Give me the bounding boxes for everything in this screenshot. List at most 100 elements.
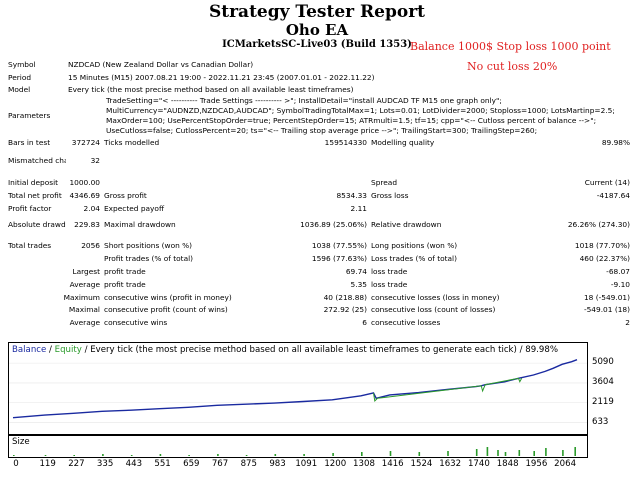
short-label: Short positions (won %) [104, 241, 193, 251]
x-tick-label-983: 983 [269, 459, 286, 469]
symbol-row: Symbol NZDCAD (New Zealand Dollar vs Can… [6, 58, 632, 71]
avg-consec-losses-label: consecutive losses [371, 318, 441, 328]
ticks-value: 159514330 [324, 138, 367, 148]
server-build: ICMarketsSC-Live03 (Build 1353) [222, 39, 412, 50]
ticks-label: Ticks modelled [104, 138, 160, 148]
average-consec-label: Average [69, 318, 100, 328]
losstrades-value: 460 (22.37%) [579, 254, 630, 264]
max-consec-losses-label: consecutive losses (loss in money) [371, 292, 500, 302]
netprofit-row: Total net profit 4346.69 Gross profit 85… [6, 189, 632, 202]
size-bar [475, 449, 478, 456]
average-profit-value: 5.35 [350, 279, 367, 289]
grossprofit-value: 8534.33 [336, 190, 367, 200]
size-bar [447, 451, 449, 456]
size-bar [73, 455, 75, 456]
size-bar [545, 448, 547, 456]
trades-value: 2056 [81, 241, 100, 251]
maxdrawdown-value: 1036.89 (25.06%) [300, 220, 367, 230]
largest-row: Largest profit trade 69.74 loss trade -6… [6, 265, 632, 278]
maximum-row: Maximum consecutive wins (profit in mone… [6, 291, 632, 304]
cutloss-note: No cut loss 20% [467, 60, 558, 73]
period-label: Period [8, 72, 32, 82]
legend-description: / Every tick (the most precise method ba… [84, 345, 559, 355]
x-tick-label-1524: 1524 [410, 459, 433, 469]
profitfactor-value: 2.04 [83, 203, 100, 213]
chart-plot [9, 359, 587, 423]
x-tick-label-767: 767 [211, 459, 229, 469]
size-bar [332, 453, 334, 456]
x-tick-label-1632: 1632 [439, 459, 462, 469]
deposit-row: Initial deposit 1000.00 Spread Current (… [6, 176, 632, 189]
x-tick-label-2064: 2064 [554, 459, 577, 469]
symbol-value: NZDCAD (New Zealand Dollar vs Canadian D… [68, 59, 254, 69]
size-bar [217, 454, 219, 456]
x-tick-label-1200: 1200 [324, 459, 347, 469]
profitfactor-row: Profit factor 2.04 Expected payoff 2.11 [6, 202, 632, 215]
x-tick-label-1848: 1848 [496, 459, 519, 469]
x-tick-label-335: 335 [96, 459, 114, 469]
average-loss-label: loss trade [371, 279, 408, 289]
average-label: Average [69, 279, 100, 289]
bars-value: 372724 [71, 138, 100, 148]
max-consec-wins-label: consecutive wins (profit in money) [104, 292, 232, 302]
absdrawdown-label: Absolute drawdown [8, 220, 66, 230]
avg-consec-losses-value: 2 [625, 318, 630, 328]
spread-value: Current (14) [584, 178, 630, 188]
expectedpayoff-value: 2.11 [350, 203, 367, 213]
x-tick-label-1308: 1308 [353, 459, 375, 469]
largest-loss-value: -68.07 [606, 267, 630, 277]
profittrades-value: 1596 (77.63%) [311, 254, 367, 264]
parameters-label: Parameters [8, 111, 51, 121]
maximum-label: Maximum [63, 292, 100, 302]
x-tick-label-119: 119 [39, 459, 56, 469]
model-label: Model [8, 85, 31, 95]
maximal-consec-loss-value: -549.01 (18) [583, 305, 630, 315]
size-bar [486, 447, 489, 456]
avg-consec-wins-label: consecutive wins [104, 318, 168, 328]
maximal-consec-profit-value: 272.92 (25) [323, 305, 367, 315]
largest-label: Largest [72, 267, 100, 277]
parameters-row: Parameters TradeSetting="< ---------- Tr… [6, 96, 632, 136]
grossprofit-label: Gross profit [104, 190, 147, 200]
largest-profit-label: profit trade [104, 267, 146, 277]
size-bar [303, 454, 305, 456]
size-label: Size [12, 437, 30, 447]
largest-loss-label: loss trade [371, 267, 408, 277]
netprofit-label: Total net profit [8, 190, 62, 200]
average-profit-label: profit trade [104, 279, 146, 289]
profittrades-row: Profit trades (% of total) 1596 (77.63%)… [6, 252, 632, 265]
losstrades-label: Loss trades (% of total) [371, 254, 457, 264]
average-consec-row: Average consecutive wins 6 consecutive l… [6, 316, 632, 329]
size-bar [504, 452, 507, 456]
bars-row: Bars in test 372724 Ticks modelled 15951… [6, 136, 632, 149]
legend-separator: / [49, 345, 52, 355]
balance-note: Balance 1000$ Stop loss 1000 point [410, 40, 611, 53]
parameters-value: TradeSetting="< ---------- Trade Setting… [106, 96, 615, 136]
x-tick-label-1956: 1956 [525, 459, 548, 469]
average-loss-value: -9.10 [610, 279, 630, 289]
maximal-consec-loss-label: consecutive loss (count of losses) [371, 305, 496, 315]
expectedpayoff-label: Expected payoff [104, 203, 165, 213]
chart-legend: Balance / Equity / Every tick (the most … [12, 345, 558, 355]
max-consec-wins-value: 40 (218.88) [323, 292, 367, 302]
avg-consec-wins-value: 6 [362, 318, 367, 328]
series-equity-line [373, 377, 523, 403]
model-row: Model Every tick (the most precise metho… [6, 84, 632, 97]
size-bar [44, 455, 47, 456]
size-bar [245, 455, 248, 456]
netprofit-value: 4346.69 [69, 190, 100, 200]
absdrawdown-value: 229.83 [74, 220, 100, 230]
size-bar [533, 451, 535, 456]
reldrawdown-value: 26.26% (274.30) [567, 220, 630, 230]
profitfactor-label: Profit factor [8, 203, 52, 213]
maximal-consec-profit-label: consecutive profit (count of wins) [104, 305, 228, 315]
size-panel: Size [8, 435, 588, 458]
report-title: Strategy Tester Report [208, 2, 426, 22]
max-consec-losses-value: 18 (-549.01) [583, 292, 630, 302]
size-bar [159, 454, 162, 456]
y-tick-label-633: 633 [592, 416, 609, 427]
mismatched-label: Mismatched charts errors [8, 155, 66, 165]
report-header: Strategy Tester Report Oho EA ICMarketsS… [0, 0, 640, 73]
x-tick-label-659: 659 [183, 459, 200, 469]
size-bar [274, 454, 277, 456]
